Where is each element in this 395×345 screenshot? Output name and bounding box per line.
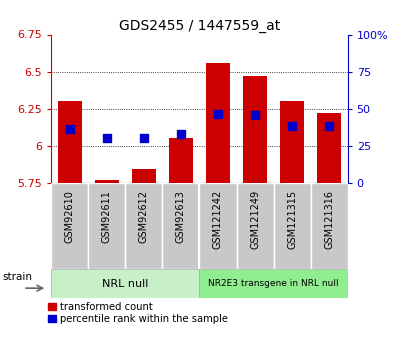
Point: [67, 127, 73, 132]
Point: [178, 131, 184, 137]
Bar: [58, 101, 82, 183]
Bar: [51, 183, 88, 269]
Point: [326, 124, 332, 129]
Text: NRL null: NRL null: [102, 279, 149, 289]
Text: GSM121242: GSM121242: [213, 190, 223, 249]
Bar: [51, 269, 199, 298]
Bar: [88, 183, 126, 269]
Bar: [199, 269, 348, 298]
Bar: [95, 180, 119, 183]
Bar: [199, 183, 237, 269]
Point: [215, 111, 221, 117]
Text: GSM121316: GSM121316: [324, 190, 334, 249]
Bar: [162, 183, 199, 269]
Bar: [132, 169, 156, 183]
Point: [104, 136, 110, 141]
Text: GSM92612: GSM92612: [139, 190, 149, 243]
Point: [141, 135, 147, 140]
Text: NR2E3 transgene in NRL null: NR2E3 transgene in NRL null: [208, 279, 339, 288]
Text: GSM121315: GSM121315: [287, 190, 297, 249]
Bar: [237, 183, 274, 269]
Bar: [310, 183, 348, 269]
Bar: [206, 63, 230, 183]
Bar: [280, 101, 304, 183]
Legend: transformed count, percentile rank within the sample: transformed count, percentile rank withi…: [49, 302, 228, 324]
Text: GSM92610: GSM92610: [65, 190, 75, 243]
Bar: [274, 183, 310, 269]
Bar: [317, 113, 341, 183]
Bar: [243, 76, 267, 183]
Point: [252, 112, 258, 118]
Point: [289, 124, 295, 129]
Bar: [169, 138, 193, 183]
Text: GSM121249: GSM121249: [250, 190, 260, 249]
Text: GSM92611: GSM92611: [102, 190, 112, 243]
Text: strain: strain: [3, 272, 32, 282]
Title: GDS2455 / 1447559_at: GDS2455 / 1447559_at: [119, 19, 280, 33]
Text: GSM92613: GSM92613: [176, 190, 186, 243]
Bar: [126, 183, 162, 269]
